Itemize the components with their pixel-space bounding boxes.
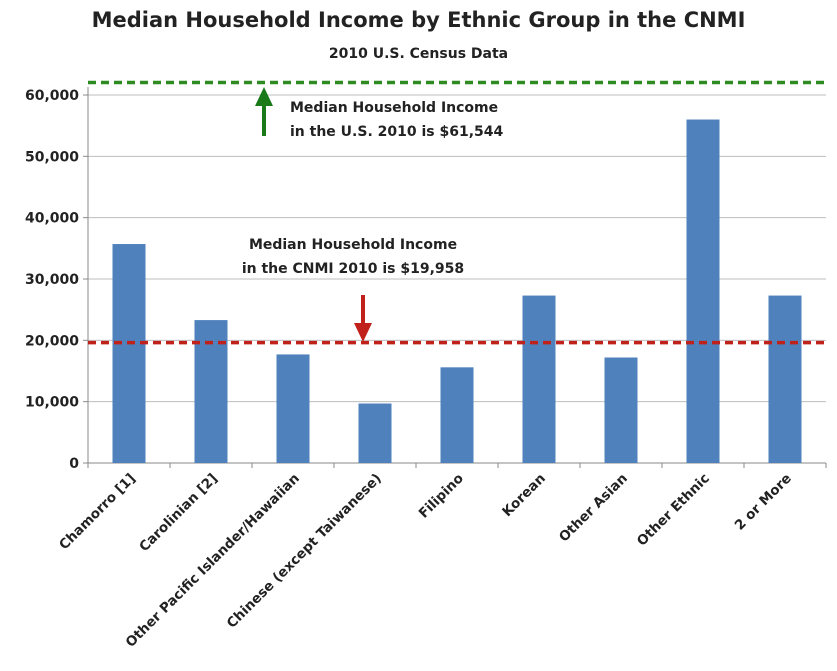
chart-title: Median Household Income by Ethnic Group …: [91, 8, 746, 32]
x-tick-label: Korean: [499, 471, 549, 521]
us-median-annotation: in the U.S. 2010 is $61,544: [290, 124, 503, 140]
up-arrow-head: [255, 87, 273, 106]
down-arrow-head: [354, 323, 372, 342]
y-tick-label: 0: [69, 456, 79, 472]
bar: [686, 119, 720, 464]
y-tick-label: 60,000: [25, 88, 79, 104]
chart-subtitle: 2010 U.S. Census Data: [328, 46, 509, 62]
x-tick-label: Chinese (except Taiwanese): [224, 471, 385, 632]
x-tick-label: 2 or More: [732, 471, 795, 534]
bar: [604, 357, 638, 463]
bar: [276, 354, 310, 463]
y-tick-label: 40,000: [25, 211, 79, 227]
bar: [440, 367, 474, 463]
x-tick-label: Chamorro [1]: [56, 471, 139, 554]
y-tick-label: 20,000: [25, 333, 79, 349]
cnmi-median-annotation: in the CNMI 2010 is $19,958: [242, 261, 464, 277]
x-tick-label: Other Asian: [556, 471, 631, 546]
us-median-annotation: Median Household Income: [290, 100, 498, 116]
x-tick-label: Other Pacific Islander/Hawaiian: [123, 471, 303, 651]
y-tick-label: 30,000: [25, 272, 79, 288]
bar: [522, 295, 556, 463]
x-tick-label: Carolinian [2]: [136, 471, 221, 556]
y-tick-label: 50,000: [25, 149, 79, 165]
x-tick-label: Other Ethnic: [634, 471, 713, 550]
bar: [358, 403, 392, 463]
y-tick-label: 10,000: [25, 395, 79, 411]
bar: [112, 244, 146, 463]
cnmi-median-annotation: Median Household Income: [249, 237, 457, 253]
x-tick-label: Filipino: [416, 471, 467, 522]
bar: [768, 295, 802, 463]
